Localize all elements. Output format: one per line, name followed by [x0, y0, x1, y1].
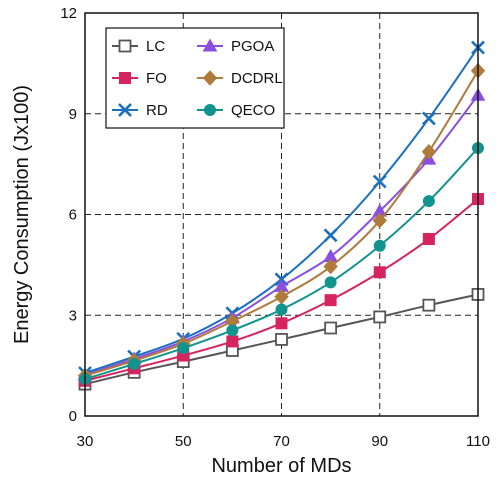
legend-label-lc: LC	[146, 38, 165, 55]
point-qeco-50	[177, 342, 190, 355]
y-axis-label: Energy Consumption (Jx100)	[11, 85, 33, 344]
legend-marker-rd-stroke-b	[118, 103, 132, 117]
point-fo-70	[275, 317, 288, 330]
point-dcdrl-80	[323, 258, 338, 275]
point-rd-100-stroke-b	[421, 111, 436, 126]
x-tick-label-110: 110	[466, 433, 490, 450]
series-rd	[78, 40, 485, 380]
point-lc-70	[275, 333, 288, 346]
point-lc-100	[422, 298, 436, 312]
point-qeco-100	[422, 195, 435, 208]
legend-marker-pgoa	[202, 38, 218, 52]
point-fo-60	[226, 335, 239, 348]
point-qeco-90	[373, 239, 386, 252]
point-lc-90	[373, 310, 387, 324]
point-dcdrl-90	[372, 212, 387, 229]
point-qeco-70	[275, 303, 288, 316]
y-tick-label-6: 6	[69, 207, 77, 224]
y-tick-label-12: 12	[60, 5, 77, 22]
legend-label-dcdrl: DCDRL	[231, 70, 283, 87]
legend-marker-dcdrl	[202, 70, 218, 86]
point-qeco-40	[128, 357, 141, 370]
legend-label-fo: FO	[146, 70, 167, 87]
legend-marker-fo	[119, 72, 131, 84]
point-qeco-80	[324, 276, 337, 289]
y-tick-label-3: 3	[69, 307, 77, 324]
legend-marker-rd	[118, 103, 132, 117]
point-dcdrl-100	[421, 143, 437, 160]
series-qeco	[79, 142, 484, 386]
legend-label-rd: RD	[146, 102, 168, 119]
point-rd-90-stroke-b	[372, 174, 387, 189]
legend-item-dcdrl: DCDRL	[197, 70, 283, 87]
point-lc-80	[324, 321, 338, 335]
point-rd-100	[421, 111, 436, 126]
x-tick-label-50: 50	[175, 433, 192, 450]
series-line-dcdrl	[84, 70, 479, 377]
legend-marker-qeco	[204, 104, 216, 116]
legend-marker-lc	[118, 39, 132, 53]
x-tick-label-30: 30	[77, 433, 94, 450]
point-rd-80	[323, 228, 338, 243]
legend-item-lc: LC	[112, 38, 165, 55]
y-tick-label-9: 9	[69, 106, 77, 123]
plot-frame	[84, 12, 479, 417]
legend-label-pgoa: PGOA	[231, 38, 274, 55]
legend-item-qeco: QECO	[197, 102, 275, 119]
point-qeco-60	[226, 324, 239, 337]
y-tick-label-0: 0	[69, 408, 77, 425]
legend-item-rd: RD	[112, 102, 168, 119]
legend-item-fo: FO	[112, 70, 167, 87]
series-line-rd	[84, 47, 479, 374]
point-fo-80	[324, 294, 337, 307]
point-fo-100	[422, 233, 435, 246]
point-rd-80-stroke-b	[323, 228, 338, 243]
series-layer	[77, 40, 486, 391]
x-axis-label: Number of MDs	[211, 455, 351, 477]
tick-labels: 30 50 70 90 110 0 3 6 9 12	[60, 5, 490, 450]
x-tick-label-70: 70	[273, 433, 290, 450]
point-rd-90	[372, 174, 387, 189]
x-tick-label-90: 90	[371, 433, 388, 450]
legend-item-pgoa: PGOA	[197, 38, 274, 55]
legend-label-qeco: QECO	[231, 102, 275, 119]
legend: LC FO RD PGOA DCDRL QECO	[105, 27, 285, 129]
point-fo-90	[373, 266, 386, 279]
